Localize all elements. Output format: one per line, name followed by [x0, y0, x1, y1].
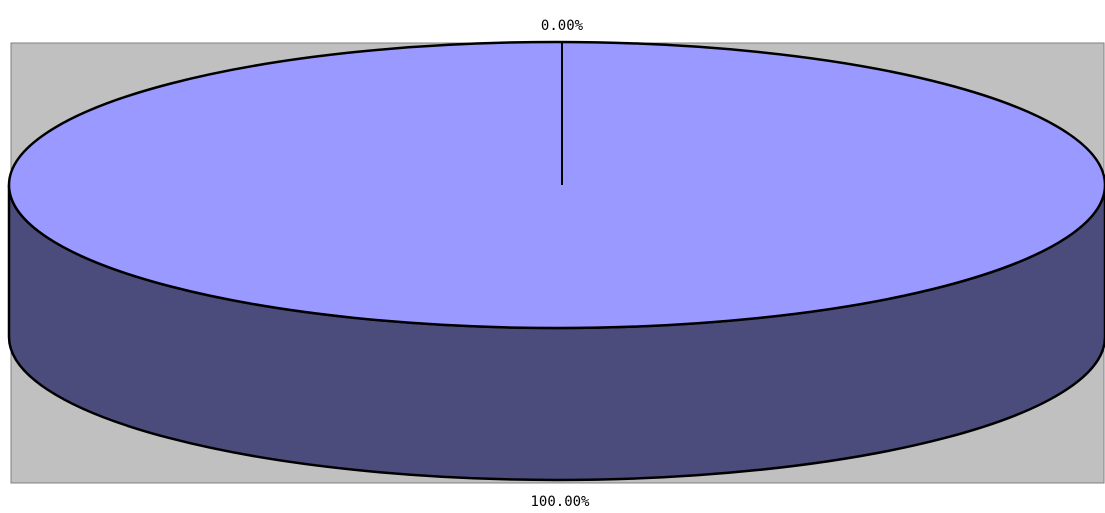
data-label-slice-0: 0.00% — [541, 18, 584, 34]
data-label-slice-1: 100.00% — [530, 494, 590, 510]
pie-slice-100-percent — [7, 40, 1105, 330]
